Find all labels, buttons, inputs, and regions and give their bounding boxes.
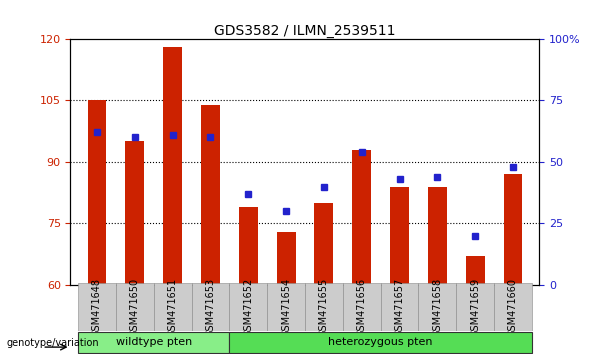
Title: GDS3582 / ILMN_2539511: GDS3582 / ILMN_2539511 (214, 24, 396, 38)
Text: GSM471650: GSM471650 (130, 278, 140, 337)
Bar (276, 232, 295, 285)
Bar (239, 207, 257, 285)
Bar (314, 203, 333, 285)
Text: GSM471655: GSM471655 (319, 278, 329, 337)
Text: GSM471660: GSM471660 (508, 278, 518, 337)
Text: GSM471659: GSM471659 (470, 278, 480, 337)
Bar (125, 142, 144, 285)
Bar (267, 283, 305, 331)
Text: GSM471648: GSM471648 (92, 278, 102, 337)
Bar (419, 283, 456, 331)
Bar (163, 47, 182, 285)
Bar (503, 174, 522, 285)
Bar (116, 283, 154, 331)
Bar (428, 187, 447, 285)
Bar (191, 283, 229, 331)
Text: heterozygous pten: heterozygous pten (329, 337, 433, 348)
Text: GSM471656: GSM471656 (357, 278, 367, 337)
Text: GSM471652: GSM471652 (243, 278, 253, 337)
Text: GSM471653: GSM471653 (205, 278, 215, 337)
Bar (352, 150, 371, 285)
Text: GSM471654: GSM471654 (281, 278, 291, 337)
Text: genotype/variation: genotype/variation (6, 338, 99, 348)
Bar (466, 256, 485, 285)
Bar (88, 101, 107, 285)
FancyBboxPatch shape (229, 332, 532, 353)
Bar (494, 283, 532, 331)
FancyBboxPatch shape (78, 332, 229, 353)
Bar (201, 104, 220, 285)
Bar (78, 283, 116, 331)
Bar (154, 283, 191, 331)
Bar (305, 283, 343, 331)
Text: GSM471651: GSM471651 (167, 278, 178, 337)
Bar (229, 283, 267, 331)
Bar (456, 283, 494, 331)
Text: GSM471657: GSM471657 (395, 278, 405, 337)
Text: GSM471658: GSM471658 (432, 278, 443, 337)
Bar (381, 283, 419, 331)
Text: wildtype pten: wildtype pten (116, 337, 192, 348)
Bar (390, 187, 409, 285)
Bar (343, 283, 381, 331)
